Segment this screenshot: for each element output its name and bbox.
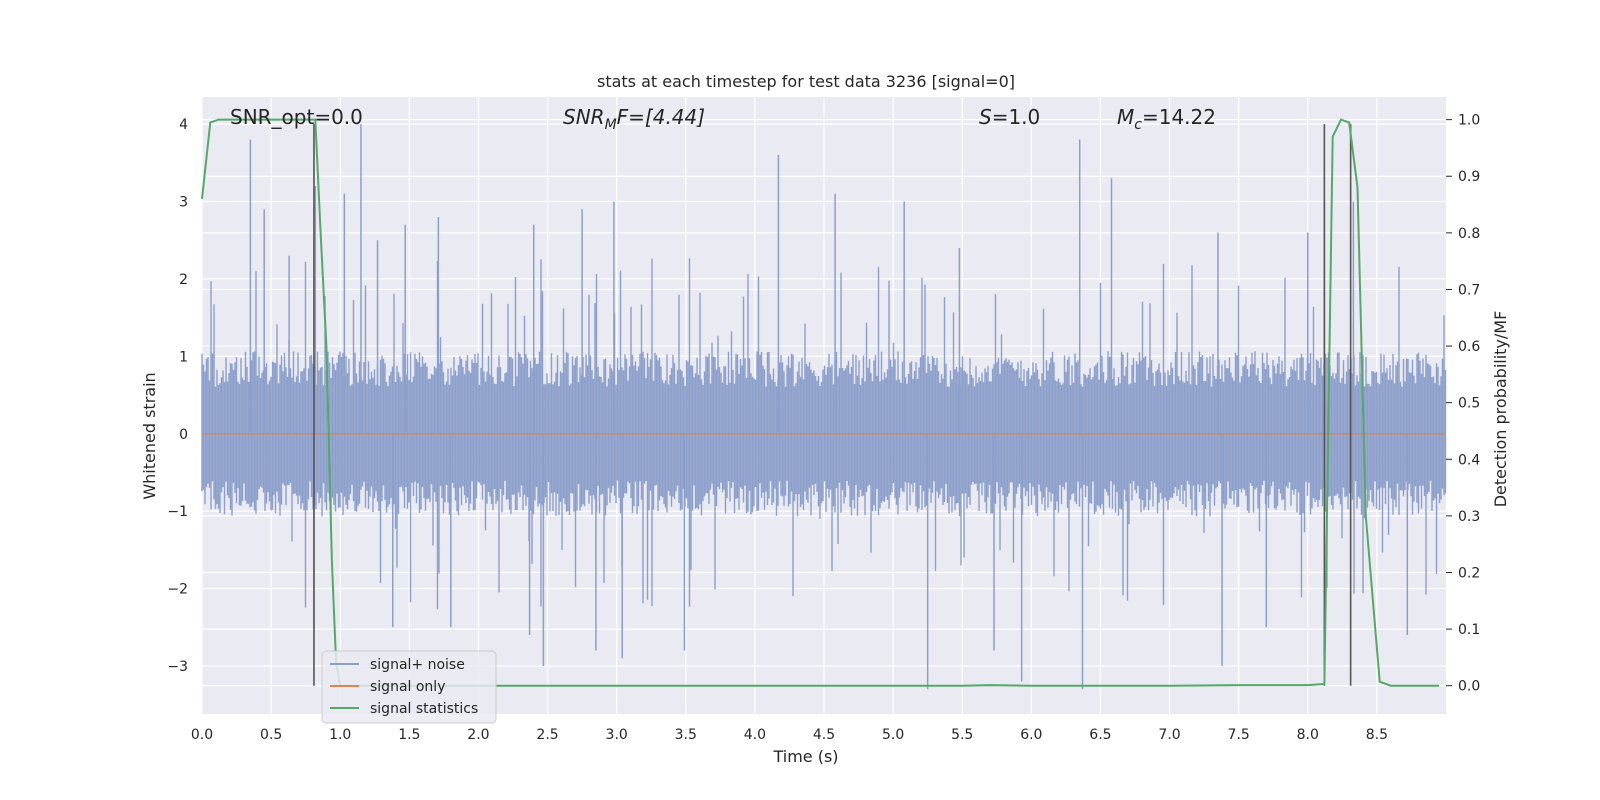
annotation-mc-rest: =14.22 <box>1142 105 1216 129</box>
x-tick-label: 4.0 <box>744 727 766 743</box>
x-tick-label: 2.0 <box>467 727 489 743</box>
annotation-snr-opt: SNR_opt=0.0 <box>230 105 363 129</box>
y2-tick-label: 0.6 <box>1458 339 1480 355</box>
series-signal-statistics <box>201 118 1440 687</box>
y2-axis-ticks: 0.0 0.1 0.2 0.3 0.4 0.5 0.6 0.7 0.8 0.9 1.0 <box>1446 113 1480 695</box>
x-tick-label: 3.5 <box>675 727 697 743</box>
annotation-snr-mf-main: SNR <box>563 105 605 129</box>
y2-tick-label: 0.1 <box>1458 622 1480 638</box>
y-tick-label: −3 <box>167 659 188 675</box>
y-axis-label: Whitened strain <box>140 372 159 499</box>
y2-tick-label: 0.4 <box>1458 452 1480 468</box>
x-tick-label: 8.0 <box>1297 727 1319 743</box>
y2-axis-label: Detection probability/MF <box>1491 311 1510 508</box>
y-axis-ticks: −3 −2 −1 0 1 2 3 4 <box>167 117 188 675</box>
x-tick-label: 1.0 <box>329 727 351 743</box>
x-tick-label: 6.5 <box>1089 727 1111 743</box>
x-tick-label: 5.0 <box>882 727 904 743</box>
y-tick-label: −1 <box>167 504 188 520</box>
x-axis-ticks: 0.0 0.5 1.0 1.5 2.0 2.5 3.0 3.5 4.0 4.5 5.0 5.5 6.0 6… <box>191 727 1388 743</box>
y2-tick-label: 0.0 <box>1458 679 1480 695</box>
x-tick-label: 6.0 <box>1020 727 1042 743</box>
y2-tick-label: 0.7 <box>1458 282 1480 298</box>
y-tick-label: −2 <box>167 582 188 598</box>
y-tick-label: 0 <box>179 427 188 443</box>
x-tick-label: 0.0 <box>191 727 213 743</box>
legend-frame <box>321 650 497 724</box>
annotation-snr-mf-rest: F=[4.44] <box>617 105 705 129</box>
event-markers <box>313 124 1352 686</box>
x-tick-label: 2.5 <box>536 727 558 743</box>
y2-tick-label: 0.9 <box>1458 169 1480 185</box>
x-tick-label: 3.0 <box>606 727 628 743</box>
annotation-s-rest: =1.0 <box>992 105 1041 129</box>
y2-tick-label: 0.2 <box>1458 565 1480 581</box>
legend: signal+ noise signal only signal statist… <box>321 650 497 724</box>
annotations: SNR_opt=0.0 SNRMF=[4.44] S=1.0 Mc=14.22 <box>230 105 1216 133</box>
x-axis-label: Time (s) <box>772 747 838 766</box>
y-tick-label: 2 <box>179 272 188 288</box>
x-tick-label: 0.5 <box>260 727 282 743</box>
x-tick-label: 8.5 <box>1366 727 1388 743</box>
y2-tick-label: 0.5 <box>1458 396 1480 412</box>
y2-tick-label: 1.0 <box>1458 113 1480 129</box>
y-tick-label: 1 <box>179 349 188 365</box>
annotation-mc-main: M <box>1117 105 1134 129</box>
legend-label-signal-noise: signal+ noise <box>370 657 465 673</box>
annotation-snr-mf-sub: M <box>605 117 617 133</box>
annotation-mc-sub: c <box>1134 117 1142 133</box>
x-tick-label: 7.0 <box>1158 727 1180 743</box>
annotation-s: S=1.0 <box>979 105 1040 129</box>
annotation-snr-mf: SNRMF=[4.44] <box>563 105 705 133</box>
annotation-s-main: S <box>979 105 992 129</box>
x-tick-label: 5.5 <box>951 727 973 743</box>
x-tick-label: 7.5 <box>1228 727 1250 743</box>
legend-label-signal-statistics: signal statistics <box>370 701 478 717</box>
x-tick-label: 4.5 <box>813 727 835 743</box>
series-signal-noise <box>201 124 1447 690</box>
legend-label-signal-only: signal only <box>370 679 445 695</box>
y2-tick-label: 0.8 <box>1458 226 1480 242</box>
y-tick-label: 3 <box>179 195 188 211</box>
y-tick-label: 4 <box>179 117 188 133</box>
annotation-mc: Mc=14.22 <box>1117 105 1216 133</box>
x-tick-label: 1.5 <box>398 727 420 743</box>
y2-tick-label: 0.3 <box>1458 509 1480 525</box>
chart-title: stats at each timestep for test data 323… <box>597 72 1015 91</box>
signal-statistics-line <box>201 118 1440 687</box>
